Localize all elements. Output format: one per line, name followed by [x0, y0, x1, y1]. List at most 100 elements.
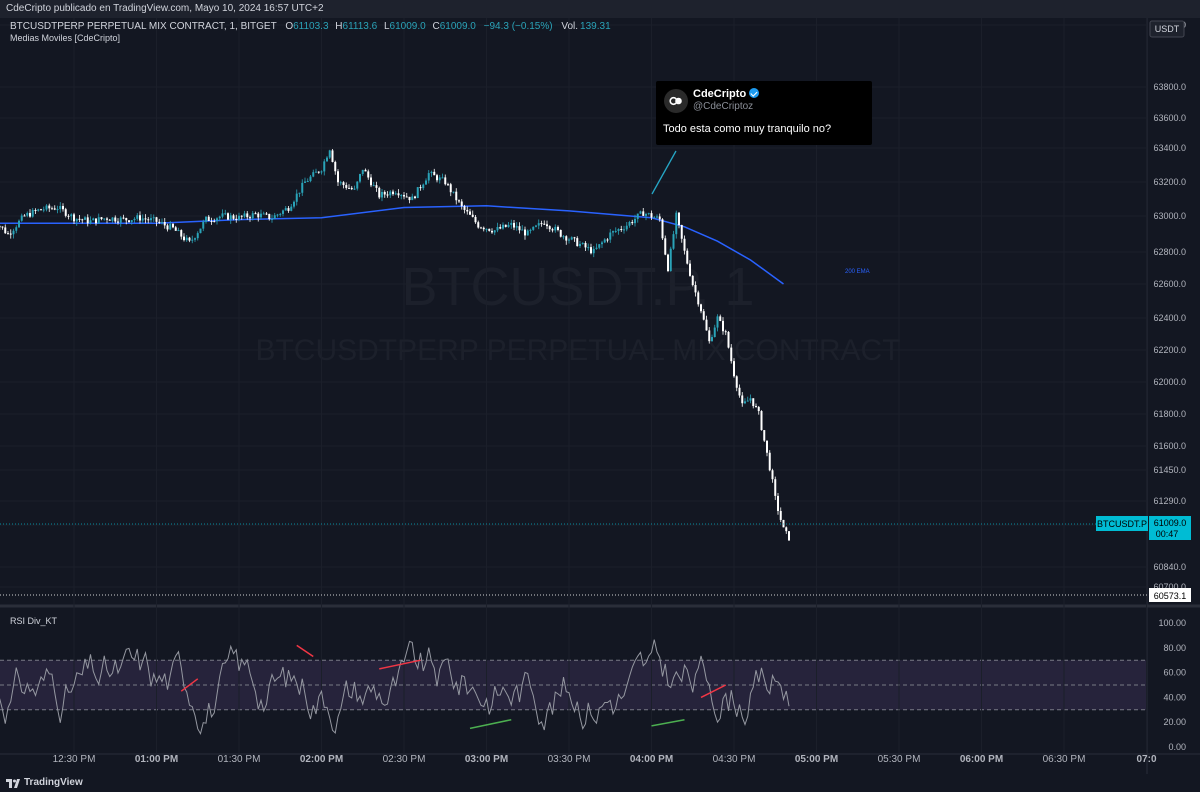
candle-body [515, 226, 518, 228]
candle-body [653, 217, 656, 219]
candle-body [595, 247, 598, 249]
chart-svg[interactable]: BTCUSDT.P, 1 BTCUSDTPERP PERPETUAL MIX C… [0, 18, 1200, 774]
candle-body [779, 510, 782, 520]
candle-body [128, 220, 130, 223]
candle-body [48, 205, 51, 209]
candle-body [31, 209, 34, 217]
candle-body [433, 171, 436, 176]
candle-body [427, 173, 430, 181]
candle-body [669, 248, 672, 272]
candle-body [97, 217, 100, 224]
price-tick-label: 60700.0 [1153, 582, 1186, 592]
candle-body [570, 237, 573, 240]
candle-body [438, 177, 441, 181]
candle-body [642, 211, 645, 216]
candle-body [141, 218, 144, 221]
candle-body [606, 239, 609, 241]
candle-body [471, 214, 474, 217]
price-tick-label: 63800.0 [1153, 82, 1186, 92]
rsi-tick-label: 20.00 [1163, 717, 1186, 727]
candle-body [328, 150, 331, 158]
candle-body [161, 221, 163, 223]
candle-body [381, 191, 383, 198]
candle-body [694, 285, 697, 293]
candle-body [766, 440, 768, 453]
candle-body [510, 222, 513, 225]
candle-body [587, 247, 590, 249]
candle-body [744, 401, 746, 404]
price-tick-label: 62800.0 [1153, 247, 1186, 257]
candle-body [678, 212, 680, 226]
candle-body [293, 201, 295, 207]
bear-divergence-line [180, 678, 199, 692]
candle-body [628, 222, 631, 226]
candle-body [680, 225, 683, 239]
candle-body [114, 217, 117, 222]
candle-body [738, 387, 741, 396]
candle-body [469, 211, 471, 215]
candle-body [37, 209, 40, 211]
candle-body [23, 215, 26, 217]
price-tick-label: 62200.0 [1153, 345, 1186, 355]
candle-body [609, 232, 612, 240]
candle-body [73, 214, 75, 222]
candle-body [601, 242, 603, 245]
candle-body [513, 222, 515, 228]
tweet-card[interactable]: CdeCripto @CdeCriptoz Todo esta como muy… [656, 81, 872, 145]
avatar[interactable] [664, 89, 688, 113]
candle-body [647, 213, 650, 215]
candle-body [273, 215, 276, 219]
candle-body [378, 187, 381, 198]
candle-body [430, 171, 433, 174]
candle-body [240, 215, 243, 217]
candle-body [463, 206, 466, 210]
time-tick-label: 04:30 PM [713, 754, 756, 765]
candle-body [546, 224, 548, 227]
candle-body [56, 209, 59, 211]
candle-body [460, 201, 463, 207]
candle-body [152, 217, 155, 219]
time-tick-label: 05:00 PM [795, 754, 838, 765]
candle-body [251, 213, 254, 219]
candle-body [741, 395, 744, 404]
candle-body [326, 157, 328, 162]
tweet-handle[interactable]: @CdeCriptoz [693, 101, 754, 112]
indicator-label[interactable]: Medias Moviles [CdeCripto] [10, 33, 120, 43]
tradingview-brand[interactable]: TradingView [6, 774, 83, 792]
candle-body [529, 229, 532, 231]
candle-body [485, 228, 488, 230]
candle-body [392, 191, 394, 195]
candle-body [331, 150, 334, 162]
candle-body [92, 218, 95, 221]
candle-body [785, 527, 788, 532]
time-tick-label: 01:00 PM [135, 754, 178, 765]
currency-button[interactable] [1149, 20, 1185, 38]
candle-body [221, 213, 224, 217]
candle-body [532, 226, 535, 230]
candle-body [163, 221, 166, 226]
chart-area[interactable]: BTCUSDT.P, 1 BTCUSDTPERP PERPETUAL MIX C… [0, 18, 1200, 774]
candle-body [496, 227, 499, 231]
candle-body [697, 292, 700, 305]
candle-body [752, 398, 755, 407]
legend-close-value: 61009.0 [440, 21, 477, 32]
legend-close-label: C [432, 21, 439, 32]
candle-body [350, 187, 353, 190]
tweet-pointer [651, 150, 677, 195]
candle-body [722, 320, 724, 332]
price-tick-label: 62600.0 [1153, 279, 1186, 289]
candle-body [603, 239, 606, 243]
candle-body [675, 212, 678, 235]
candle-body [227, 213, 229, 220]
candle-body [581, 242, 584, 244]
candle-body [507, 224, 510, 227]
candle-body [447, 184, 449, 186]
candle-body [309, 176, 312, 182]
candle-body [733, 361, 735, 377]
tweet-author[interactable]: CdeCripto [693, 88, 760, 100]
price-tick-label: 62400.0 [1153, 313, 1186, 323]
price-tick-label: 60840.0 [1153, 562, 1186, 572]
time-tick-label: 02:30 PM [383, 754, 426, 765]
rsi-title[interactable]: RSI Div_KT [10, 616, 58, 626]
candle-body [634, 218, 636, 224]
